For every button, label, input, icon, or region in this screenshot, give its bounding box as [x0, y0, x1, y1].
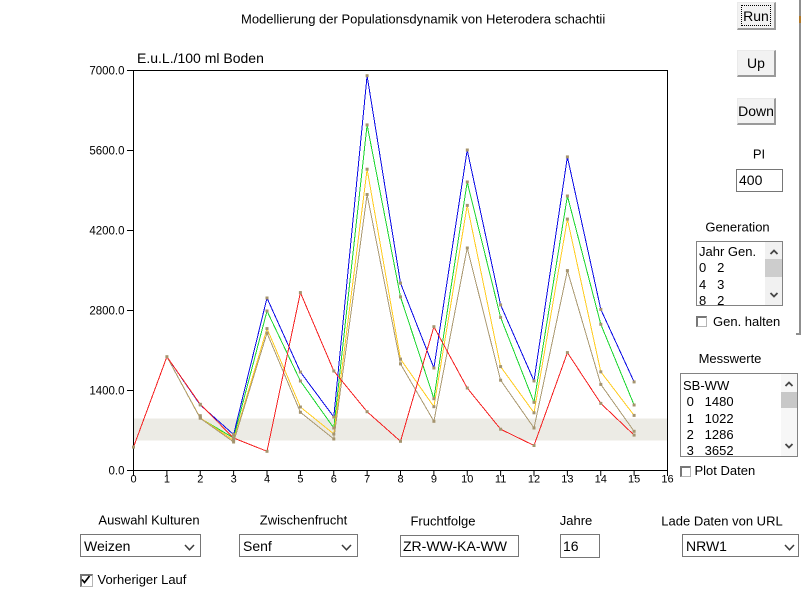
svg-text:Jahre: Jahre: [560, 513, 593, 528]
svg-text:Modellierung der Populationsdy: Modellierung der Populationsdynamik von …: [241, 12, 605, 27]
svg-text:11: 11: [495, 474, 506, 486]
svg-text:5600.0: 5600.0: [89, 146, 124, 158]
svg-text:PI: PI: [753, 147, 765, 162]
svg-text:14: 14: [595, 474, 607, 486]
svg-text:Messwerte: Messwerte: [699, 351, 762, 366]
svg-text:7: 7: [364, 474, 370, 486]
svg-text:Generation: Generation: [705, 220, 769, 235]
svg-text:1400.0: 1400.0: [89, 386, 124, 398]
svg-text:Lade Daten von URL: Lade Daten von URL: [661, 514, 782, 529]
svg-text:7000.0: 7000.0: [89, 66, 124, 78]
svg-text:Auswahl Kulturen: Auswahl Kulturen: [98, 513, 199, 528]
svg-text:8: 8: [397, 474, 403, 486]
svg-text:10: 10: [461, 474, 473, 486]
svg-text:3: 3: [231, 474, 237, 486]
svg-text:2800.0: 2800.0: [89, 306, 124, 318]
svg-text:13: 13: [561, 474, 573, 486]
svg-text:4200.0: 4200.0: [89, 226, 124, 238]
svg-text:2: 2: [197, 474, 203, 486]
svg-text:1: 1: [164, 474, 170, 486]
svg-text:9: 9: [431, 474, 437, 486]
svg-text:4: 4: [264, 474, 270, 486]
svg-text:15: 15: [628, 474, 640, 486]
svg-text:E.u.L./100 ml Boden: E.u.L./100 ml Boden: [137, 50, 264, 66]
svg-text:5: 5: [297, 474, 303, 486]
svg-text:Zwischenfrucht: Zwischenfrucht: [260, 513, 348, 528]
svg-text:0: 0: [130, 474, 136, 486]
svg-text:0.0: 0.0: [109, 466, 125, 478]
svg-text:16: 16: [661, 474, 673, 486]
svg-text:6: 6: [331, 474, 337, 486]
svg-text:Fruchtfolge: Fruchtfolge: [410, 514, 475, 529]
svg-text:12: 12: [528, 474, 540, 486]
